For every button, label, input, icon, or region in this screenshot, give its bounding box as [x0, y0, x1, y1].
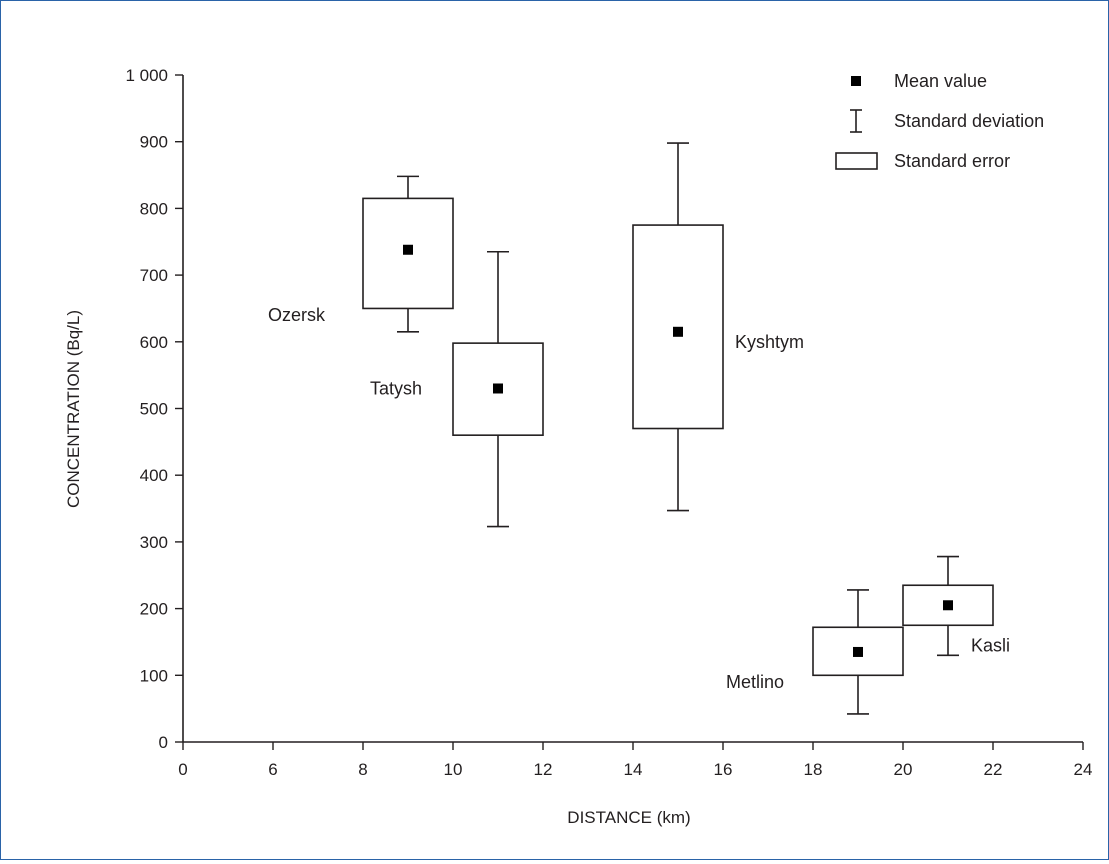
x-tick-label: 18: [804, 760, 823, 779]
legend: Mean value Standard deviation Standard err…: [835, 71, 1044, 171]
x-tick-label: 16: [714, 760, 733, 779]
y-tick-label: 100: [140, 666, 168, 685]
x-tick-label: 14: [624, 760, 643, 779]
x-tick-label: 24: [1074, 760, 1093, 779]
x-axis-title: DISTANCE (km): [567, 808, 690, 827]
y-tick-label: 900: [140, 133, 168, 152]
box-kasli: [902, 555, 994, 657]
boxes: [362, 142, 994, 715]
site-label-kyshtym: Kyshtym: [735, 332, 804, 352]
y-tick-label: 700: [140, 266, 168, 285]
box-ozersk: [362, 175, 454, 333]
x-tick-label: 10: [444, 760, 463, 779]
box-metlino: [812, 589, 904, 715]
mean-marker: [943, 600, 953, 611]
y-tick-label: 600: [140, 333, 168, 352]
se-box: [632, 224, 724, 430]
y-tick-label: 800: [140, 199, 168, 218]
x-tick-label: 0: [178, 760, 187, 779]
mean-marker: [493, 383, 503, 394]
y-axis-title: CONCENTRATION (Bq/L): [64, 310, 83, 508]
x-tick-label: 20: [894, 760, 913, 779]
x-tick-label: 8: [358, 760, 367, 779]
site-label-metlino: Metlino: [726, 672, 784, 692]
y-tick-label: 300: [140, 533, 168, 552]
site-labels: Ozersk Tatysh Kyshtym Metlino Kasli: [268, 305, 1010, 692]
mean-marker: [853, 646, 863, 657]
mean-marker: [673, 326, 683, 337]
site-label-kasli: Kasli: [971, 635, 1010, 655]
legend-label: Mean value: [894, 71, 987, 91]
legend-label: Standard deviation: [894, 111, 1044, 131]
box-kyshtym: [632, 142, 724, 512]
y-tick-label: 200: [140, 600, 168, 619]
legend-se-symbol: [835, 152, 878, 170]
x-tick-label: 12: [534, 760, 553, 779]
x-tick-label: 22: [984, 760, 1003, 779]
y-tick-label: 500: [140, 400, 168, 419]
legend-label: Standard error: [894, 151, 1010, 171]
box-tatysh: [452, 250, 544, 528]
y-tick-label: 0: [159, 733, 168, 752]
legend-mean-symbol: [851, 76, 861, 86]
y-tick-label: 400: [140, 466, 168, 485]
site-label-ozersk: Ozersk: [268, 305, 326, 325]
site-label-tatysh: Tatysh: [370, 378, 422, 398]
ticks: 0 100 200 300 400 500 600 700 800 900 1 000 0 6 8 10 12…: [125, 66, 1092, 779]
mean-marker: [403, 244, 413, 255]
y-tick-label: 1 000: [125, 66, 168, 85]
x-tick-label: 6: [268, 760, 277, 779]
